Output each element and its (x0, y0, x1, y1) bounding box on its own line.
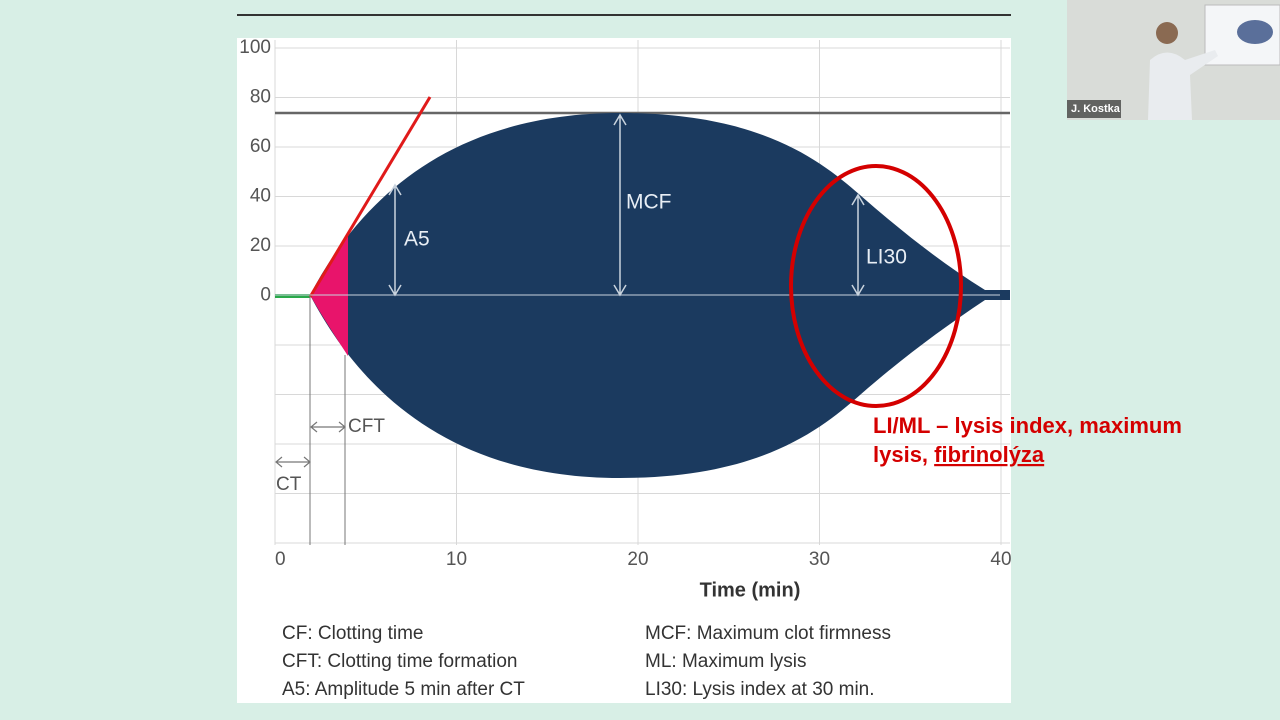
x-tick-label: 10 (446, 549, 467, 570)
presenter-head (1156, 22, 1178, 44)
legend-item: CFT: Clotting time formation (282, 651, 517, 672)
legend-item: CF: Clotting time (282, 623, 423, 644)
alpha-line (308, 96, 432, 298)
ct-arrow (275, 456, 311, 468)
webcam-tile: J. Kostka (1067, 0, 1280, 120)
annotation-line: LI/ML – lysis index, maximum (873, 413, 1182, 438)
x-tick-label: 30 (809, 549, 830, 570)
li30-label: LI30 (866, 246, 907, 269)
y-tick-label: 20 (250, 235, 271, 256)
y-tick-label: 60 (250, 136, 271, 157)
legend-item: MCF: Maximum clot firmness (645, 623, 891, 644)
cft-arrow (310, 421, 346, 433)
presenter-body (1148, 50, 1218, 120)
legend-item: ML: Maximum lysis (645, 651, 807, 672)
lysis-highlight (789, 164, 963, 408)
mcf-label: MCF (626, 191, 672, 214)
ct-label: CT (276, 474, 302, 495)
x-tick-label: 40 (990, 549, 1011, 570)
annotation-line: lysis, fibrinolýza (873, 442, 1045, 467)
a5-label: A5 (404, 228, 430, 251)
participant-name: J. Kostka (1071, 103, 1121, 115)
name-badge (1067, 100, 1121, 118)
x-axis-title: Time (min) (700, 579, 801, 601)
x-tick-label: 20 (627, 549, 648, 570)
y-tick-label: 80 (250, 87, 271, 108)
cft-label: CFT (348, 416, 385, 437)
projected-shape (1237, 20, 1273, 44)
legend-item: A5: Amplitude 5 min after CT (282, 679, 525, 700)
y-tick-label: 40 (250, 186, 271, 207)
annotation-text: lysis, (873, 442, 934, 467)
a5-arrow (388, 183, 402, 297)
annotation-link: fibrinolýza (934, 442, 1045, 467)
x-tick-label: 0 (275, 549, 286, 570)
y-tick-label: 100 (239, 37, 271, 58)
legend-item: LI30: Lysis index at 30 min. (645, 679, 875, 700)
y-tick-label: 0 (260, 285, 271, 306)
li30-arrow (851, 193, 865, 297)
mcf-arrow (613, 113, 627, 297)
